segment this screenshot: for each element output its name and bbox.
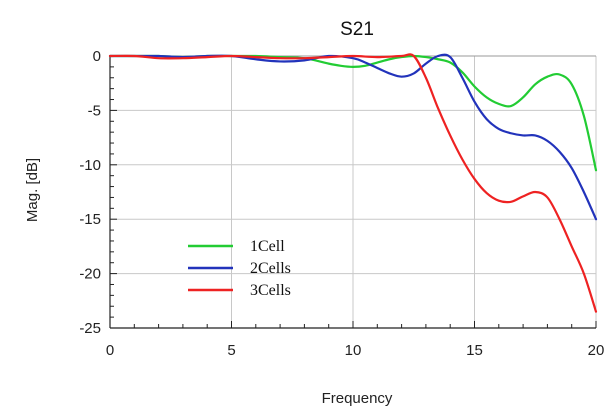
y-tick-label: 0 <box>93 48 101 65</box>
legend: 1Cell 2Cells 3Cells <box>188 238 291 299</box>
legend-label-1cell: 1Cell <box>250 238 285 255</box>
legend-label-2cells: 2Cells <box>250 260 291 277</box>
y-tick-label: -25 <box>79 320 101 337</box>
x-tick-label: 20 <box>588 342 605 359</box>
y-tick-label: -15 <box>79 211 101 228</box>
legend-label-3cells: 3Cells <box>250 282 291 299</box>
series-layer <box>108 53 598 313</box>
x-tick-label: 0 <box>106 342 114 359</box>
y-axis-label: Mag. [dB] <box>24 158 41 222</box>
x-tick-label: 15 <box>466 342 483 359</box>
x-axis-label: Frequency <box>322 390 393 407</box>
x-tick-label: 10 <box>345 342 362 359</box>
chart-title: S21 <box>340 19 374 40</box>
series-line-3cells <box>108 53 598 313</box>
x-tick-label: 5 <box>227 342 235 359</box>
y-tick-label: -5 <box>88 102 101 119</box>
y-tick-label: -20 <box>79 266 101 283</box>
y-tick-label: -10 <box>79 157 101 174</box>
